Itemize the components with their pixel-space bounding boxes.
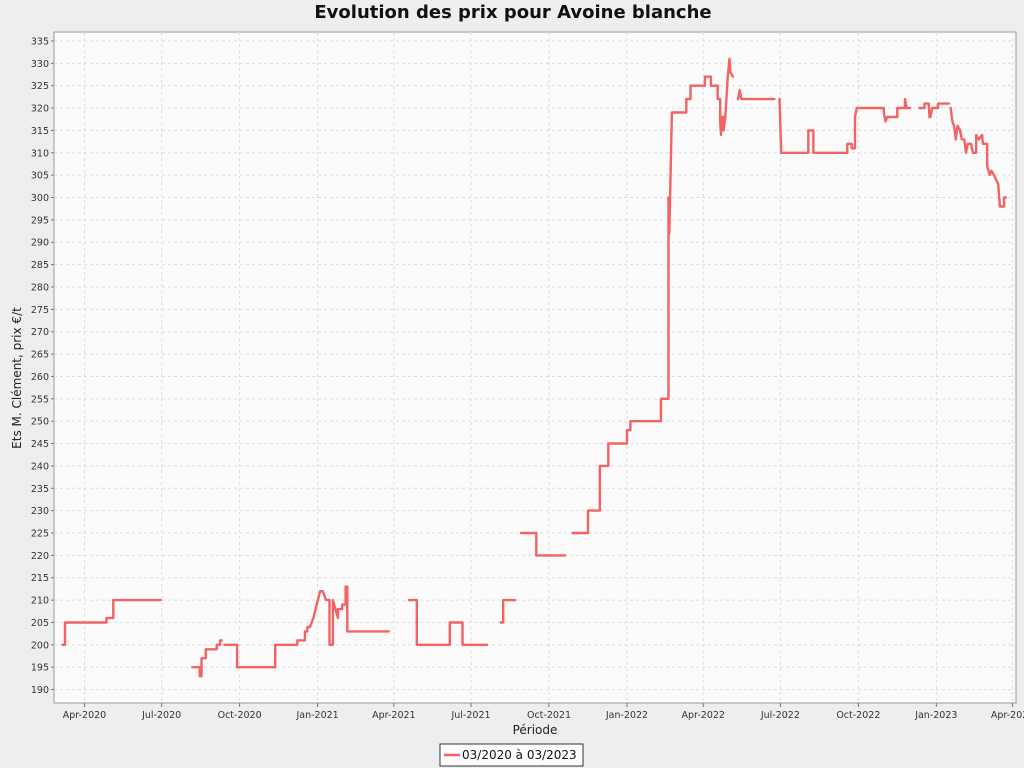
series-layer	[61, 57, 1007, 678]
y-tick-label: 240	[31, 461, 49, 472]
y-tick-label: 200	[31, 640, 49, 651]
x-axis-label: Période	[513, 723, 558, 737]
series-line	[778, 97, 912, 155]
series-line	[499, 598, 517, 624]
y-tick-label: 225	[31, 529, 49, 540]
y-tick-label: 290	[31, 238, 49, 249]
y-tick-label: 310	[31, 148, 49, 159]
y-tick-label: 255	[31, 394, 49, 405]
y-tick-label: 305	[31, 171, 49, 182]
y-tick-label: 265	[31, 350, 49, 361]
y-tick-label: 250	[31, 417, 49, 428]
y-tick-label: 270	[31, 327, 49, 338]
y-tick-label: 205	[31, 618, 49, 629]
grid-layer	[54, 32, 1016, 703]
series-line	[571, 57, 735, 535]
y-tick-label: 195	[31, 663, 49, 674]
x-axis: Apr-2020 Jul-2020 Oct-2020 Jan-2021 Apr-2021…	[63, 703, 1024, 721]
y-tick-label: 285	[31, 260, 49, 271]
legend-label: 03/2020 à 03/2023	[462, 748, 577, 762]
y-tick-label: 230	[31, 506, 49, 517]
series-line	[949, 106, 1007, 208]
legend: 03/2020 à 03/2023	[439, 743, 584, 767]
x-tick-label: Oct-2022	[836, 710, 880, 721]
x-tick-label: Oct-2021	[527, 710, 571, 721]
series-line	[190, 639, 224, 678]
y-tick-label: 335	[31, 36, 49, 47]
series-line	[519, 531, 567, 557]
legend-box	[439, 743, 584, 767]
x-tick-label: Jul-2020	[141, 710, 181, 721]
series-line	[407, 598, 489, 646]
series-line	[918, 102, 951, 119]
y-tick-label: 320	[31, 104, 49, 115]
plot-area	[53, 31, 1017, 704]
series-line	[61, 598, 163, 646]
y-tick-label: 245	[31, 439, 49, 450]
y-tick-label: 215	[31, 573, 49, 584]
x-tick-label: Apr-2021	[372, 710, 415, 721]
y-tick-label: 260	[31, 372, 49, 383]
chart-title: Evolution des prix pour Avoine blanche	[314, 2, 711, 23]
x-tick-label: Jul-2021	[450, 710, 490, 721]
series-line	[223, 585, 390, 669]
y-axis: 190 195 200 205 210 215 220 225 230 235 240 245 250 2…	[31, 36, 54, 696]
y-tick-label: 210	[31, 596, 49, 607]
x-tick-label: Jan-2021	[295, 710, 338, 721]
y-tick-label: 300	[31, 193, 49, 204]
y-tick-label: 295	[31, 215, 49, 226]
y-axis-label: Ets M. Clément, prix €/t	[10, 307, 24, 449]
y-tick-label: 280	[31, 282, 49, 293]
y-tick-label: 190	[31, 685, 49, 696]
x-tick-label: Apr-2023	[991, 710, 1024, 721]
x-tick-label: Apr-2022	[682, 710, 725, 721]
y-tick-label: 235	[31, 484, 49, 495]
series-line	[736, 88, 776, 101]
x-tick-label: Oct-2020	[218, 710, 262, 721]
y-tick-label: 220	[31, 551, 49, 562]
y-tick-label: 275	[31, 305, 49, 316]
y-tick-label: 330	[31, 59, 49, 70]
x-tick-label: Jul-2022	[760, 710, 800, 721]
x-tick-label: Jan-2023	[914, 710, 957, 721]
y-tick-label: 315	[31, 126, 49, 137]
x-tick-label: Jan-2022	[605, 710, 648, 721]
y-tick-label: 325	[31, 81, 49, 92]
x-tick-label: Apr-2020	[63, 710, 106, 721]
